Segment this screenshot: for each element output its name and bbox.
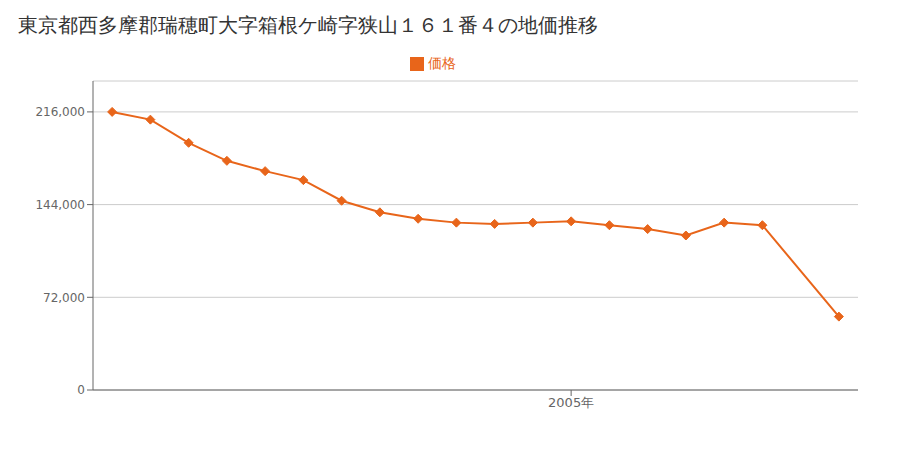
html-text:東京都西多摩郡瑞穂町大字箱根ケ崎字狭山１６１番４の地価推移: 東京都西多摩郡瑞穂町大字箱根ケ崎字狭山１６１番４の地価推移 <box>18 13 598 37</box>
svg-text:0: 0 <box>77 383 85 397</box>
html-text:価格: 価格 <box>428 55 456 71</box>
svg-text:144,000: 144,000 <box>35 198 85 212</box>
svg-text:216,000: 216,000 <box>35 105 85 119</box>
svg-text:2005年: 2005年 <box>548 395 594 410</box>
svg-text:72,000: 72,000 <box>43 291 85 305</box>
